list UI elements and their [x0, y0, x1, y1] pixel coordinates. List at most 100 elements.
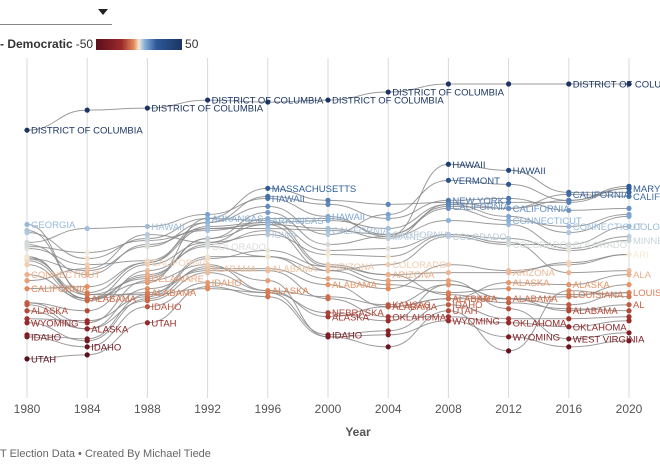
data-point[interactable]: [385, 211, 391, 218]
data-point[interactable]: [566, 324, 572, 330]
data-point[interactable]: [84, 261, 90, 268]
data-point[interactable]: [84, 266, 90, 272]
data-point[interactable]: [445, 201, 451, 207]
data-point[interactable]: [385, 304, 391, 310]
data-point[interactable]: [325, 241, 331, 248]
data-point[interactable]: [205, 235, 211, 242]
data-point[interactable]: [205, 219, 211, 226]
data-point[interactable]: [205, 255, 211, 262]
data-point[interactable]: [626, 223, 632, 230]
data-point[interactable]: [506, 221, 512, 228]
data-point[interactable]: [84, 292, 90, 298]
state-filter-dropdown[interactable]: [0, 0, 112, 25]
data-point[interactable]: [385, 235, 391, 242]
data-point[interactable]: [144, 237, 150, 244]
data-point[interactable]: [325, 251, 331, 258]
data-point[interactable]: [506, 300, 512, 306]
data-point[interactable]: [566, 336, 572, 342]
data-point[interactable]: [144, 320, 150, 326]
data-point[interactable]: [144, 241, 150, 248]
data-point[interactable]: [144, 257, 150, 264]
data-point[interactable]: [506, 348, 512, 354]
data-point[interactable]: [144, 105, 150, 111]
data-point[interactable]: [325, 334, 331, 340]
data-point[interactable]: [506, 167, 512, 173]
data-point[interactable]: [506, 213, 512, 220]
data-point[interactable]: [445, 296, 451, 302]
data-point[interactable]: [506, 181, 512, 187]
data-point[interactable]: [445, 314, 451, 320]
data-point[interactable]: [385, 332, 391, 338]
data-point[interactable]: [626, 213, 632, 220]
data-point[interactable]: [325, 310, 331, 316]
data-point[interactable]: [385, 261, 391, 268]
data-point[interactable]: [626, 185, 632, 191]
data-point[interactable]: [445, 261, 451, 268]
data-point[interactable]: [265, 294, 271, 300]
data-point[interactable]: [84, 308, 90, 314]
data-point[interactable]: [205, 211, 211, 218]
data-point[interactable]: [506, 205, 512, 212]
data-point[interactable]: [325, 247, 331, 254]
data-point[interactable]: [24, 278, 30, 284]
data-point[interactable]: [385, 278, 391, 284]
data-point[interactable]: [566, 308, 572, 314]
data-point[interactable]: [385, 231, 391, 238]
data-point[interactable]: [84, 352, 90, 358]
data-point[interactable]: [325, 263, 331, 270]
data-point[interactable]: [144, 296, 150, 302]
data-point[interactable]: [566, 81, 572, 87]
data-point[interactable]: [626, 205, 632, 212]
data-point[interactable]: [24, 221, 30, 228]
data-point[interactable]: [325, 201, 331, 207]
data-point[interactable]: [84, 320, 90, 326]
data-point[interactable]: [445, 290, 451, 296]
data-point[interactable]: [24, 302, 30, 308]
data-point[interactable]: [84, 338, 90, 344]
data-point[interactable]: [385, 253, 391, 260]
data-point[interactable]: [626, 272, 632, 278]
data-point[interactable]: [385, 328, 391, 334]
data-point[interactable]: [626, 294, 632, 300]
data-point[interactable]: [84, 255, 90, 262]
data-point[interactable]: [325, 231, 331, 238]
data-point[interactable]: [626, 81, 632, 87]
data-point[interactable]: [566, 302, 572, 308]
data-point[interactable]: [265, 221, 271, 228]
data-point[interactable]: [205, 97, 211, 103]
data-point[interactable]: [24, 241, 30, 248]
data-point[interactable]: [325, 215, 331, 222]
data-point[interactable]: [385, 344, 391, 350]
data-point[interactable]: [506, 316, 512, 322]
data-point[interactable]: [325, 225, 331, 232]
data-point[interactable]: [566, 282, 572, 288]
data-point[interactable]: [24, 253, 30, 260]
data-point[interactable]: [506, 81, 512, 87]
data-point[interactable]: [385, 272, 391, 278]
data-point[interactable]: [626, 318, 632, 324]
data-point[interactable]: [385, 286, 391, 292]
data-point[interactable]: [144, 292, 150, 298]
data-point[interactable]: [84, 249, 90, 256]
data-point[interactable]: [205, 280, 211, 286]
data-point[interactable]: [24, 261, 30, 268]
data-point[interactable]: [506, 241, 512, 248]
data-point[interactable]: [385, 318, 391, 324]
data-point[interactable]: [445, 81, 451, 87]
data-point[interactable]: [566, 270, 572, 276]
data-point[interactable]: [265, 290, 271, 296]
data-point[interactable]: [265, 99, 271, 105]
data-point[interactable]: [325, 314, 331, 320]
data-point[interactable]: [84, 326, 90, 332]
data-point[interactable]: [205, 225, 211, 232]
data-point[interactable]: [84, 225, 90, 232]
data-point[interactable]: [566, 259, 572, 266]
data-point[interactable]: [144, 278, 150, 284]
data-point[interactable]: [325, 268, 331, 274]
data-point[interactable]: [506, 334, 512, 340]
data-point[interactable]: [506, 217, 512, 224]
data-point[interactable]: [144, 231, 150, 238]
data-point[interactable]: [265, 203, 271, 210]
data-point[interactable]: [566, 316, 572, 322]
data-point[interactable]: [626, 193, 632, 199]
